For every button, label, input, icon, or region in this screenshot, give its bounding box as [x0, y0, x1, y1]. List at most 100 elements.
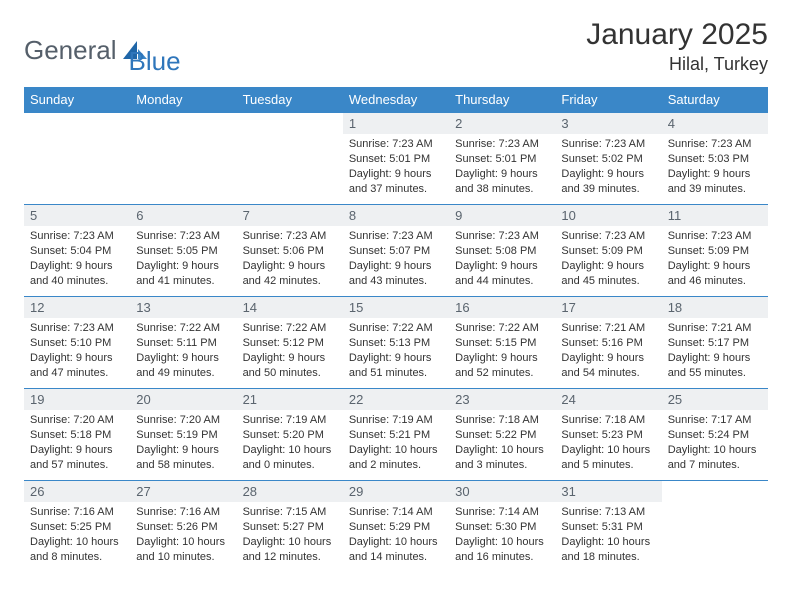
daylight-text-1: Daylight: 10 hours	[561, 443, 655, 458]
sunset-text: Sunset: 5:27 PM	[243, 520, 337, 535]
daylight-text-1: Daylight: 9 hours	[668, 259, 762, 274]
day-detail: Sunrise: 7:13 AMSunset: 5:31 PMDaylight:…	[555, 502, 661, 569]
day-number: 1	[343, 113, 449, 134]
calendar-day: 15Sunrise: 7:22 AMSunset: 5:13 PMDayligh…	[343, 297, 449, 389]
calendar-day: 21Sunrise: 7:19 AMSunset: 5:20 PMDayligh…	[237, 389, 343, 481]
sunset-text: Sunset: 5:18 PM	[30, 428, 124, 443]
daylight-text-2: and 12 minutes.	[243, 550, 337, 565]
sunrise-text: Sunrise: 7:23 AM	[349, 229, 443, 244]
sunset-text: Sunset: 5:16 PM	[561, 336, 655, 351]
day-detail: Sunrise: 7:23 AMSunset: 5:01 PMDaylight:…	[343, 134, 449, 201]
day-detail: Sunrise: 7:19 AMSunset: 5:20 PMDaylight:…	[237, 410, 343, 477]
day-detail: Sunrise: 7:22 AMSunset: 5:11 PMDaylight:…	[130, 318, 236, 385]
day-number: 15	[343, 297, 449, 318]
day-number: 28	[237, 481, 343, 502]
day-detail: Sunrise: 7:23 AMSunset: 5:06 PMDaylight:…	[237, 226, 343, 293]
day-number: 12	[24, 297, 130, 318]
sunrise-text: Sunrise: 7:23 AM	[455, 137, 549, 152]
calendar-day: 16Sunrise: 7:22 AMSunset: 5:15 PMDayligh…	[449, 297, 555, 389]
sunset-text: Sunset: 5:23 PM	[561, 428, 655, 443]
month-title: January 2025	[586, 18, 768, 52]
day-detail: Sunrise: 7:23 AMSunset: 5:03 PMDaylight:…	[662, 134, 768, 201]
day-detail: Sunrise: 7:17 AMSunset: 5:24 PMDaylight:…	[662, 410, 768, 477]
daylight-text-2: and 16 minutes.	[455, 550, 549, 565]
daylight-text-2: and 57 minutes.	[30, 458, 124, 473]
sunrise-text: Sunrise: 7:23 AM	[349, 137, 443, 152]
daylight-text-1: Daylight: 9 hours	[136, 259, 230, 274]
sunrise-text: Sunrise: 7:23 AM	[668, 137, 762, 152]
daylight-text-2: and 58 minutes.	[136, 458, 230, 473]
daylight-text-1: Daylight: 10 hours	[455, 535, 549, 550]
calendar-table: SundayMondayTuesdayWednesdayThursdayFrid…	[24, 87, 768, 573]
day-header: Friday	[555, 87, 661, 113]
day-detail: Sunrise: 7:23 AMSunset: 5:01 PMDaylight:…	[449, 134, 555, 201]
daylight-text-1: Daylight: 10 hours	[455, 443, 549, 458]
day-detail: Sunrise: 7:20 AMSunset: 5:19 PMDaylight:…	[130, 410, 236, 477]
day-number: 31	[555, 481, 661, 502]
daylight-text-1: Daylight: 9 hours	[455, 351, 549, 366]
calendar-day: 28Sunrise: 7:15 AMSunset: 5:27 PMDayligh…	[237, 481, 343, 573]
day-number: 8	[343, 205, 449, 226]
daylight-text-1: Daylight: 10 hours	[349, 443, 443, 458]
calendar-day: 26Sunrise: 7:16 AMSunset: 5:25 PMDayligh…	[24, 481, 130, 573]
daylight-text-2: and 18 minutes.	[561, 550, 655, 565]
sunrise-text: Sunrise: 7:23 AM	[243, 229, 337, 244]
daylight-text-2: and 10 minutes.	[136, 550, 230, 565]
daylight-text-1: Daylight: 10 hours	[349, 535, 443, 550]
day-detail: Sunrise: 7:22 AMSunset: 5:13 PMDaylight:…	[343, 318, 449, 385]
day-header: Monday	[130, 87, 236, 113]
calendar-day: 7Sunrise: 7:23 AMSunset: 5:06 PMDaylight…	[237, 205, 343, 297]
sunset-text: Sunset: 5:12 PM	[243, 336, 337, 351]
daylight-text-1: Daylight: 9 hours	[30, 443, 124, 458]
day-number: 3	[555, 113, 661, 134]
daylight-text-1: Daylight: 10 hours	[243, 535, 337, 550]
sunrise-text: Sunrise: 7:22 AM	[455, 321, 549, 336]
calendar-day: 10Sunrise: 7:23 AMSunset: 5:09 PMDayligh…	[555, 205, 661, 297]
logo-word-2: Blue	[129, 46, 181, 77]
calendar-day: 4Sunrise: 7:23 AMSunset: 5:03 PMDaylight…	[662, 113, 768, 205]
sunrise-text: Sunrise: 7:14 AM	[349, 505, 443, 520]
daylight-text-2: and 41 minutes.	[136, 274, 230, 289]
day-number: 10	[555, 205, 661, 226]
day-number: 7	[237, 205, 343, 226]
day-number: 17	[555, 297, 661, 318]
sunrise-text: Sunrise: 7:23 AM	[561, 229, 655, 244]
sunrise-text: Sunrise: 7:22 AM	[136, 321, 230, 336]
calendar-day: 9Sunrise: 7:23 AMSunset: 5:08 PMDaylight…	[449, 205, 555, 297]
calendar-day-empty	[662, 481, 768, 573]
day-number: 11	[662, 205, 768, 226]
daylight-text-1: Daylight: 9 hours	[136, 351, 230, 366]
day-number: 21	[237, 389, 343, 410]
sunset-text: Sunset: 5:17 PM	[668, 336, 762, 351]
sunset-text: Sunset: 5:10 PM	[30, 336, 124, 351]
day-header: Wednesday	[343, 87, 449, 113]
day-number: 19	[24, 389, 130, 410]
sunset-text: Sunset: 5:06 PM	[243, 244, 337, 259]
calendar-day: 20Sunrise: 7:20 AMSunset: 5:19 PMDayligh…	[130, 389, 236, 481]
daylight-text-1: Daylight: 9 hours	[561, 351, 655, 366]
calendar-day: 3Sunrise: 7:23 AMSunset: 5:02 PMDaylight…	[555, 113, 661, 205]
daylight-text-2: and 49 minutes.	[136, 366, 230, 381]
sunset-text: Sunset: 5:11 PM	[136, 336, 230, 351]
calendar-day-empty	[237, 113, 343, 205]
daylight-text-2: and 37 minutes.	[349, 182, 443, 197]
calendar-day: 18Sunrise: 7:21 AMSunset: 5:17 PMDayligh…	[662, 297, 768, 389]
daylight-text-1: Daylight: 9 hours	[349, 259, 443, 274]
sunrise-text: Sunrise: 7:16 AM	[30, 505, 124, 520]
daylight-text-2: and 44 minutes.	[455, 274, 549, 289]
day-number: 25	[662, 389, 768, 410]
day-header: Tuesday	[237, 87, 343, 113]
sunset-text: Sunset: 5:26 PM	[136, 520, 230, 535]
sunset-text: Sunset: 5:09 PM	[561, 244, 655, 259]
day-detail: Sunrise: 7:22 AMSunset: 5:12 PMDaylight:…	[237, 318, 343, 385]
daylight-text-1: Daylight: 9 hours	[243, 351, 337, 366]
sunrise-text: Sunrise: 7:23 AM	[30, 229, 124, 244]
day-detail: Sunrise: 7:23 AMSunset: 5:07 PMDaylight:…	[343, 226, 449, 293]
daylight-text-1: Daylight: 10 hours	[30, 535, 124, 550]
sunrise-text: Sunrise: 7:22 AM	[349, 321, 443, 336]
sunrise-text: Sunrise: 7:23 AM	[455, 229, 549, 244]
calendar-week: 19Sunrise: 7:20 AMSunset: 5:18 PMDayligh…	[24, 389, 768, 481]
sunset-text: Sunset: 5:24 PM	[668, 428, 762, 443]
sunrise-text: Sunrise: 7:22 AM	[243, 321, 337, 336]
daylight-text-2: and 40 minutes.	[30, 274, 124, 289]
